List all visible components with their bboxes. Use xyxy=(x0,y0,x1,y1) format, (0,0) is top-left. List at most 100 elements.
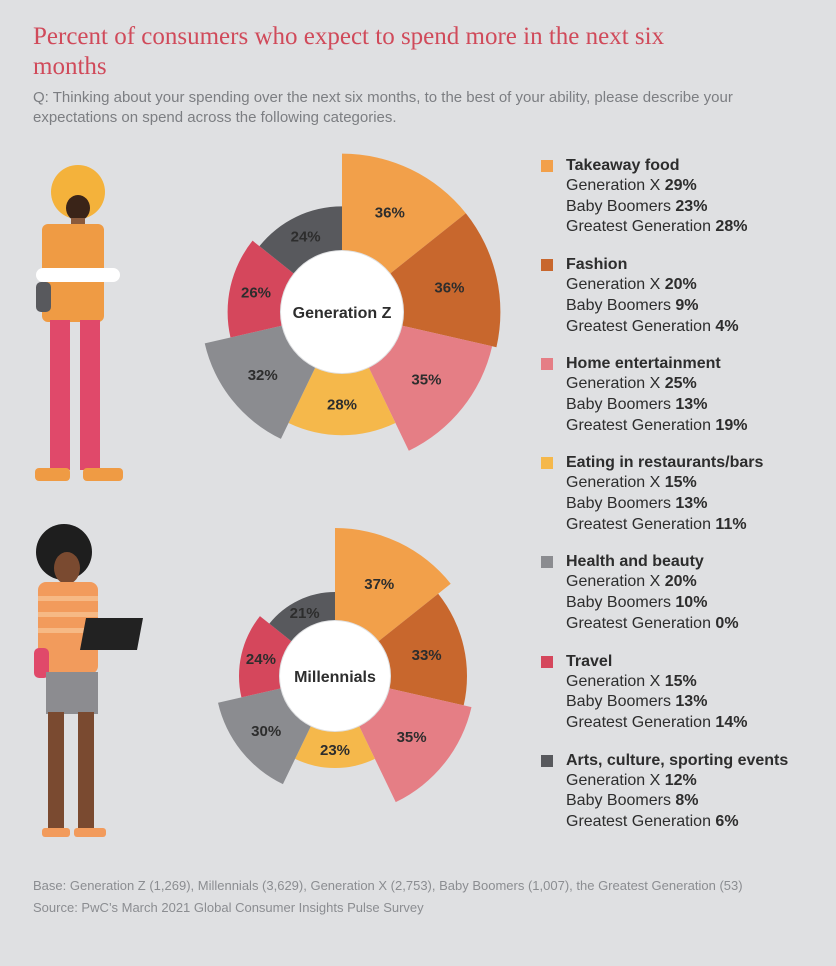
legend-generation-row: Baby Boomers 8% xyxy=(566,791,831,812)
generation-label: Generation X xyxy=(566,573,665,591)
generation-value: 19% xyxy=(715,416,748,434)
slice-label-eating-in-restaurants-bars: 28% xyxy=(327,397,357,414)
slice-health-and-beauty xyxy=(218,688,311,785)
generation-value: 13% xyxy=(675,495,708,513)
chart-center-label: Generation Z xyxy=(293,305,392,322)
legend-generation-row: Baby Boomers 13% xyxy=(566,494,831,515)
slice-label-arts-culture-sporting-events: 21% xyxy=(290,605,320,622)
donut-center xyxy=(280,621,390,731)
slice-label-fashion: 36% xyxy=(434,279,464,296)
legend-category-name: Fashion xyxy=(566,256,628,274)
legend-generation-row: Greatest Generation 19% xyxy=(566,416,831,437)
legend-swatch xyxy=(541,259,553,272)
generation-label: Baby Boomers xyxy=(566,395,676,413)
legend-generation-row: Greatest Generation 28% xyxy=(566,217,831,238)
legend-category-name: Travel xyxy=(566,652,613,670)
generation-label: Generation X xyxy=(566,375,665,393)
generation-label: Generation X xyxy=(566,672,665,690)
legend-generation-row: Baby Boomers 9% xyxy=(566,296,831,317)
legend-item-eating-in-restaurants-bars: Eating in restaurants/bars Generation X 1… xyxy=(541,453,831,535)
legend-item-arts-culture-sporting-events: Arts, culture, sporting events Generation… xyxy=(541,751,831,833)
legend-generation-row: Generation X 29% xyxy=(566,176,831,197)
legend-swatch xyxy=(541,358,553,371)
slice-label-eating-in-restaurants-bars: 23% xyxy=(320,742,350,759)
legend-generation-row: Greatest Generation 14% xyxy=(566,713,831,734)
chart-center-label: Millennials xyxy=(294,669,376,686)
legend-generation-row: Greatest Generation 6% xyxy=(566,812,831,833)
generation-label: Baby Boomers xyxy=(566,495,676,513)
generation-label: Greatest Generation xyxy=(566,713,716,731)
generation-label: Greatest Generation xyxy=(566,416,716,434)
generation-label: Greatest Generation xyxy=(566,614,716,632)
legend-generation-row: Greatest Generation 0% xyxy=(566,614,831,635)
survey-question: Q: Thinking about your spending over the… xyxy=(33,89,733,126)
generation-value: 20% xyxy=(664,573,697,591)
legend-item-health-and-beauty: Health and beauty Generation X 20% Baby Bo… xyxy=(541,552,831,634)
slice-eating-in-restaurants-bars xyxy=(288,367,396,436)
generation-value: 13% xyxy=(675,693,708,711)
legend-generation-row: Baby Boomers 13% xyxy=(566,692,831,713)
generation-value: 15% xyxy=(664,474,697,492)
generation-value: 28% xyxy=(715,218,748,236)
legend-swatch xyxy=(541,160,553,172)
chart-title: Percent of consumers who expect to spend… xyxy=(33,23,665,80)
base-note: Base: Generation Z (1,269), Millennials … xyxy=(33,878,743,893)
legend-category-name: Eating in restaurants/bars xyxy=(566,454,764,472)
legend-category-name: Takeaway food xyxy=(566,157,680,174)
slice-health-and-beauty xyxy=(204,325,316,439)
slice-label-takeaway-food: 36% xyxy=(375,205,405,222)
source-note: Source: PwC’s March 2021 Global Consumer… xyxy=(33,900,424,915)
person-gen-z-illustration xyxy=(35,165,123,481)
generation-label: Baby Boomers xyxy=(566,792,676,810)
legend-category-name: Home entertainment xyxy=(566,355,721,373)
generation-label: Generation X xyxy=(566,177,665,194)
legend-item-travel: Travel Generation X 15% Baby Boomers 13% Gr… xyxy=(541,652,831,734)
slice-arts-culture-sporting-events xyxy=(269,592,335,642)
generation-label: Generation X xyxy=(566,474,665,492)
generation-label: Baby Boomers xyxy=(566,693,676,711)
slice-label-health-and-beauty: 30% xyxy=(251,723,281,740)
generation-value: 25% xyxy=(664,375,697,393)
legend-item-takeaway-food: Takeaway food Generation X 29% Baby Boomer… xyxy=(541,156,831,238)
legend-generation-row: Baby Boomers 10% xyxy=(566,593,831,614)
slice-label-home-entertainment: 35% xyxy=(411,371,441,388)
footer: Base: Generation Z (1,269), Millennials … xyxy=(33,877,753,916)
generation-value: 14% xyxy=(715,713,748,731)
generation-label: Greatest Generation xyxy=(566,813,716,831)
legend-item-home-entertainment: Home entertainment Generation X 25% Baby B… xyxy=(541,354,831,436)
legend-category-name: Health and beauty xyxy=(566,553,704,571)
generation-label: Greatest Generation xyxy=(566,218,716,236)
slice-label-health-and-beauty: 32% xyxy=(248,367,278,384)
legend-generation-row: Baby Boomers 13% xyxy=(566,395,831,416)
generation-value: 23% xyxy=(675,197,708,215)
legend-generation-row: Generation X 25% xyxy=(566,374,831,395)
slice-home-entertainment xyxy=(368,325,493,451)
slice-travel xyxy=(227,240,294,338)
generation-value: 15% xyxy=(664,672,697,690)
generation-value: 20% xyxy=(664,276,697,294)
slice-label-takeaway-food: 37% xyxy=(364,576,394,593)
generation-value: 11% xyxy=(715,515,747,533)
millennials-rose-chart: 37% 33% 35% 23% 30% 24% 21% Millennials xyxy=(218,528,472,803)
legend-generation-row: Generation X 12% xyxy=(566,771,831,792)
slice-fashion xyxy=(390,213,501,348)
slice-fashion xyxy=(378,593,467,706)
slice-home-entertainment xyxy=(359,688,472,803)
generation-value: 0% xyxy=(715,614,739,632)
generation-label: Generation X xyxy=(566,276,665,294)
person-millennials-illustration xyxy=(34,524,143,837)
legend-generation-row: Generation X 15% xyxy=(566,473,831,494)
legend-generation-row: Greatest Generation 4% xyxy=(566,317,831,338)
slice-label-travel: 26% xyxy=(241,284,271,301)
legend-generation-row: Greatest Generation 11% xyxy=(566,515,831,536)
generation-value: 10% xyxy=(675,594,708,612)
legend-swatch xyxy=(541,655,553,668)
generation-label: Baby Boomers xyxy=(566,594,676,612)
generation-label: Baby Boomers xyxy=(566,296,676,314)
legend-swatch xyxy=(541,457,553,470)
generation-label: Greatest Generation xyxy=(566,317,716,335)
slice-label-travel: 24% xyxy=(246,651,276,668)
generation-value: 29% xyxy=(664,177,697,194)
generation-label: Greatest Generation xyxy=(566,515,716,533)
